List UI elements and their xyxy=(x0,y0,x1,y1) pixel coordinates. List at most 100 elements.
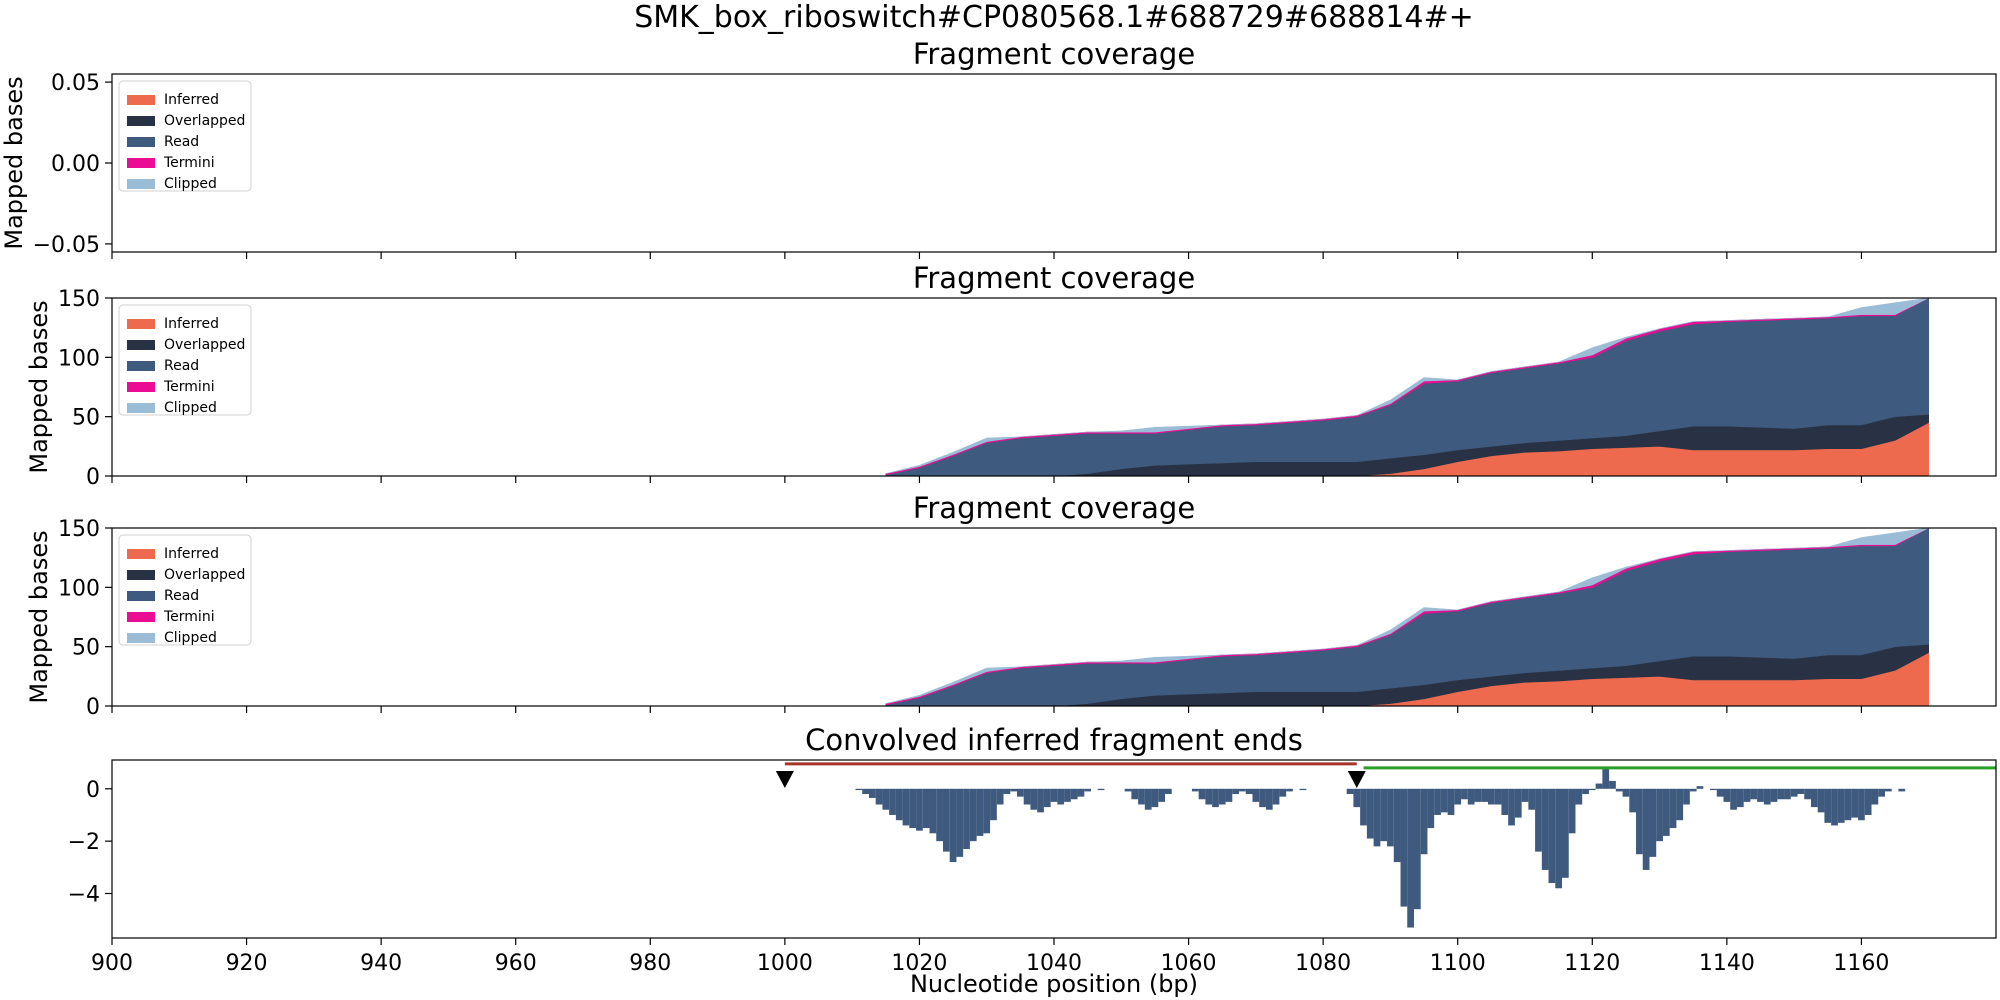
conv-bar xyxy=(1218,788,1226,805)
conv-bar xyxy=(1279,788,1287,797)
x-tick-label: 1080 xyxy=(1295,951,1351,976)
legend-swatch-clipped xyxy=(127,403,155,413)
conv-bar xyxy=(1131,788,1139,800)
conv-bar xyxy=(990,788,997,821)
conv-bar xyxy=(1743,788,1751,802)
axes-frame xyxy=(111,759,1997,939)
conv-bar xyxy=(1824,788,1832,823)
conv-bar xyxy=(1878,788,1885,797)
conv-bar xyxy=(1696,786,1704,789)
conv-bar xyxy=(1198,788,1206,800)
conv-bar xyxy=(1225,788,1233,802)
legend-swatch-read xyxy=(127,591,155,601)
legend-swatch-clipped xyxy=(127,633,155,643)
conv-bar xyxy=(1595,783,1603,789)
x-tick-label: 1120 xyxy=(1564,951,1620,976)
conv-bar xyxy=(1555,788,1563,889)
conv-bar xyxy=(949,788,957,863)
conv-bar xyxy=(1165,788,1172,795)
legend-label-termini: Termini xyxy=(163,609,215,625)
legend-label-read: Read xyxy=(164,134,199,150)
y-tick-label: 150 xyxy=(58,517,100,542)
panel-title: Convolved inferred fragment ends xyxy=(805,723,1303,757)
conv-bar xyxy=(963,788,970,849)
conv-bar xyxy=(1259,788,1266,808)
y-tick-label: 100 xyxy=(58,346,100,371)
x-tick-label: 920 xyxy=(226,951,268,976)
y-tick-label: 0 xyxy=(86,778,100,803)
legend-label-read: Read xyxy=(164,358,199,374)
conv-bar xyxy=(996,788,1004,805)
conv-bar xyxy=(1407,788,1414,928)
conv-bar xyxy=(1683,788,1690,805)
conv-bar xyxy=(1346,788,1354,795)
axes-frame xyxy=(111,73,1997,253)
conv-bar xyxy=(1467,788,1475,805)
legend: Inferred Overlapped Read Termini Clipped xyxy=(118,304,252,416)
conv-bar xyxy=(1158,788,1166,802)
x-tick-label: 960 xyxy=(495,951,537,976)
conv-bar xyxy=(1252,788,1260,802)
conv-bar xyxy=(1205,788,1213,805)
conv-bar xyxy=(1582,788,1589,795)
conv-bar xyxy=(875,788,883,805)
y-tick-label: 0 xyxy=(86,695,100,720)
panel-title: Fragment coverage xyxy=(913,491,1195,525)
conv-bar xyxy=(1353,788,1361,808)
legend-label-read: Read xyxy=(164,588,199,604)
conv-bar xyxy=(1777,788,1785,800)
conv-bar xyxy=(1710,788,1717,791)
conv-bar xyxy=(1730,788,1737,810)
conv-bar xyxy=(1272,788,1280,805)
conv-bar xyxy=(1050,788,1058,802)
conv-bar xyxy=(1286,788,1293,792)
conv-bar xyxy=(1151,788,1159,808)
conv-bar xyxy=(1487,788,1495,805)
y-tick-label: 100 xyxy=(58,576,100,601)
chart-panel-3: Fragment coverage Mapped bases 0 50 100 150 In… xyxy=(25,491,1997,720)
conv-bar xyxy=(1454,788,1462,805)
x-tick-label: 1020 xyxy=(891,951,947,976)
y-axis-label: Mapped bases xyxy=(25,300,53,473)
x-tick-label: 1100 xyxy=(1430,951,1486,976)
conv-bar xyxy=(983,788,991,834)
conv-bar xyxy=(1064,788,1071,802)
conv-bar xyxy=(1844,788,1852,821)
chart-panel-2: Fragment coverage Mapped bases 0 50 100 150 In… xyxy=(25,261,1997,490)
marker-triangle xyxy=(1347,771,1366,788)
conv-bar xyxy=(1837,788,1845,823)
legend: Inferred Overlapped Read Termini Clipped xyxy=(118,534,252,646)
conv-bar xyxy=(1810,788,1818,808)
x-tick-label: 940 xyxy=(360,951,402,976)
legend-swatch-inferred xyxy=(127,319,155,329)
legend-label-overlapped: Overlapped xyxy=(164,337,245,353)
conv-bar xyxy=(1797,788,1805,795)
conv-bar xyxy=(956,788,964,857)
conv-bar xyxy=(1360,788,1367,826)
conv-bar xyxy=(1884,788,1892,792)
chart-panel-1: Fragment coverage Mapped bases 0.05 0.00 −0.… xyxy=(0,37,1997,259)
conv-bar xyxy=(976,788,984,836)
y-tick-label: 150 xyxy=(58,287,100,312)
conv-bar xyxy=(1003,788,1011,795)
conv-bar xyxy=(1413,788,1421,910)
conv-bar xyxy=(1541,788,1549,870)
conv-bar xyxy=(1299,788,1307,791)
conv-bar xyxy=(1366,788,1374,839)
conv-bar xyxy=(942,788,950,852)
conv-bar xyxy=(1501,788,1509,815)
conv-bar xyxy=(1420,788,1428,855)
y-tick-label: −2 xyxy=(68,830,100,855)
y-axis-label: Mapped bases xyxy=(25,530,53,703)
x-tick-label: 900 xyxy=(91,951,133,976)
conv-bar xyxy=(1265,788,1273,810)
conv-bar xyxy=(909,788,917,829)
legend-label-clipped: Clipped xyxy=(164,176,217,192)
conv-bar xyxy=(929,788,937,834)
conv-bar xyxy=(1750,788,1758,800)
conv-bar xyxy=(969,788,977,842)
conv-bar xyxy=(1057,788,1065,805)
legend-swatch-overlapped xyxy=(127,340,155,350)
conv-bar xyxy=(1138,788,1145,805)
